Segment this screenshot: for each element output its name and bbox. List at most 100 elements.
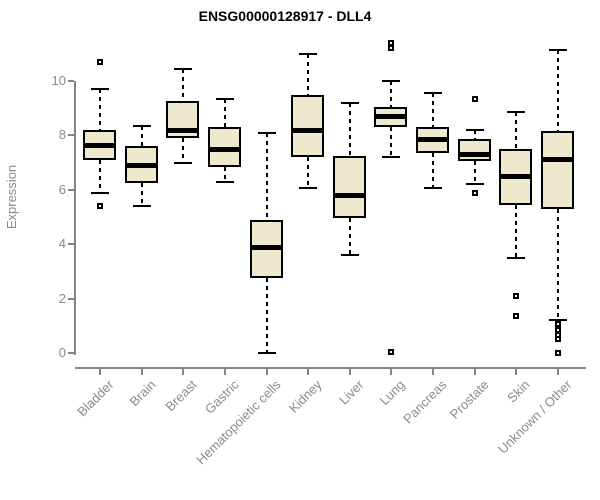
- x-axis-tick: [515, 369, 518, 375]
- x-axis-tick: [473, 369, 476, 375]
- y-axis-tick: [68, 243, 74, 246]
- chart-title: ENSG00000128917 - DLL4: [198, 8, 372, 24]
- median-line: [249, 244, 283, 250]
- upper-whisker: [307, 53, 310, 95]
- box: [541, 131, 575, 209]
- upper-whisker-cap: [382, 80, 401, 82]
- x-axis-tick: [557, 369, 560, 375]
- upper-whisker-cap: [299, 52, 318, 55]
- outlier-point: [471, 189, 478, 196]
- x-axis-tick: [390, 369, 393, 375]
- x-axis-tick: [182, 369, 185, 375]
- lower-whisker: [432, 153, 435, 189]
- upper-whisker: [515, 112, 518, 149]
- outlier-point: [388, 348, 395, 355]
- lower-whisker-cap: [299, 187, 318, 190]
- lower-whisker-cap: [215, 180, 234, 183]
- upper-whisker-cap: [424, 92, 443, 95]
- upper-whisker-cap: [257, 131, 276, 134]
- median-line: [416, 137, 450, 143]
- upper-whisker-cap: [340, 101, 359, 104]
- box: [291, 94, 325, 158]
- upper-whisker: [473, 129, 476, 140]
- upper-whisker-cap: [132, 124, 151, 127]
- y-axis-tick: [68, 134, 74, 137]
- upper-whisker: [140, 125, 143, 147]
- x-axis-tick: [432, 369, 435, 375]
- y-axis-line: [74, 81, 76, 355]
- median-line: [332, 193, 366, 199]
- lower-whisker: [515, 204, 518, 258]
- lower-whisker-cap: [382, 156, 401, 159]
- lower-whisker: [348, 218, 351, 256]
- median-line: [374, 114, 408, 120]
- lower-whisker: [557, 208, 560, 321]
- median-line: [499, 174, 533, 180]
- upper-whisker: [557, 49, 560, 132]
- lower-whisker-cap: [549, 319, 568, 322]
- lower-whisker: [182, 138, 185, 163]
- lower-whisker-cap: [340, 254, 359, 257]
- box: [332, 155, 366, 219]
- lower-whisker: [99, 159, 101, 193]
- x-axis-tick: [265, 369, 268, 375]
- lower-whisker-cap: [132, 205, 151, 208]
- upper-whisker-cap: [91, 88, 109, 91]
- median-line: [83, 142, 116, 148]
- median-line: [207, 147, 241, 152]
- upper-whisker: [432, 93, 435, 128]
- upper-whisker-cap: [507, 111, 526, 114]
- lower-whisker-cap: [174, 161, 193, 164]
- y-tick-label: 0: [58, 345, 66, 360]
- y-tick-label: 10: [51, 73, 66, 88]
- x-axis-tick: [307, 369, 310, 375]
- lower-whisker: [265, 278, 268, 353]
- x-axis-tick: [140, 369, 143, 375]
- outlier-point: [513, 313, 520, 320]
- y-axis-tick: [68, 80, 74, 82]
- median-line: [291, 127, 325, 133]
- upper-whisker-cap: [549, 48, 568, 51]
- upper-whisker: [348, 102, 351, 156]
- median-line: [124, 163, 158, 169]
- box: [207, 127, 241, 167]
- x-axis-line: [75, 367, 586, 369]
- upper-whisker-cap: [465, 128, 484, 131]
- outlier-point: [555, 326, 562, 333]
- outlier-point: [97, 203, 103, 210]
- y-axis-tick: [68, 188, 74, 191]
- lower-whisker: [223, 166, 226, 182]
- outlier-point: [555, 350, 562, 356]
- y-tick-label: 8: [58, 127, 66, 143]
- upper-whisker: [182, 68, 185, 102]
- lower-whisker-cap: [257, 352, 276, 354]
- box: [457, 139, 491, 162]
- outlier-point: [555, 321, 562, 328]
- y-tick-label: 2: [58, 290, 66, 306]
- lower-whisker-cap: [465, 183, 484, 186]
- x-axis-tick: [99, 369, 101, 375]
- y-axis-tick: [68, 352, 74, 354]
- median-line: [541, 156, 575, 162]
- upper-whisker: [99, 89, 101, 130]
- upper-whisker-cap: [174, 67, 193, 70]
- lower-whisker: [473, 161, 476, 185]
- x-axis-tick: [223, 369, 226, 375]
- outlier-point: [555, 336, 562, 343]
- lower-whisker-cap: [91, 191, 109, 194]
- lower-whisker: [307, 157, 310, 189]
- lower-whisker-cap: [424, 187, 443, 190]
- lower-whisker-cap: [507, 256, 526, 259]
- outlier-point: [388, 39, 395, 46]
- median-line: [166, 127, 200, 133]
- outlier-point: [97, 58, 103, 65]
- upper-whisker: [223, 98, 226, 128]
- y-tick-label: 6: [58, 181, 66, 197]
- y-tick-label: 4: [58, 236, 66, 252]
- outlier-point: [513, 292, 520, 299]
- upper-whisker-cap: [215, 97, 234, 100]
- lower-whisker: [390, 127, 393, 158]
- outlier-point: [471, 95, 478, 102]
- x-axis-tick: [348, 369, 351, 375]
